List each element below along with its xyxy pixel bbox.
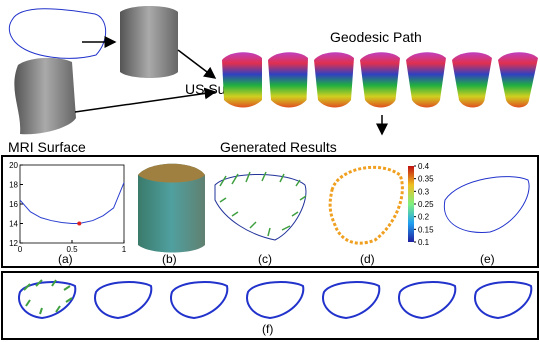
contour-c — [215, 174, 306, 240]
geodesic-shape — [452, 52, 492, 107]
contour-f — [399, 282, 455, 318]
geodesic-shape — [268, 52, 308, 107]
results-f — [19, 280, 531, 318]
contour-f — [475, 282, 531, 318]
colorbar-tick-label: 0.35 — [418, 175, 434, 184]
contour-d — [330, 167, 402, 243]
panel-label: (e) — [480, 252, 495, 266]
colorbar-tick-label: 0.15 — [418, 225, 434, 234]
contour-f — [95, 282, 151, 318]
panel-box — [2, 156, 538, 267]
geodesic-shape — [314, 52, 354, 107]
mri-surface — [14, 58, 76, 134]
geodesic-shape — [498, 52, 538, 107]
colorbar-tick-label: 0.25 — [418, 200, 434, 209]
geodesic-shape — [222, 52, 262, 107]
colorbar — [408, 166, 414, 242]
geodesic-shape — [360, 52, 400, 107]
colorbar-tick-label: 0.4 — [418, 162, 430, 171]
us-surface — [120, 6, 178, 78]
geodesic-path-shapes — [222, 52, 538, 107]
colorbar-tick-label: 0.1 — [418, 238, 430, 247]
figure: US Surface MRI Surface Geodesic Path Gen… — [0, 0, 540, 342]
panel-label: (c) — [258, 252, 272, 266]
label: Geodesic Path — [330, 29, 422, 45]
x-tick-label: 0 — [18, 245, 23, 254]
colorbar-tick-label: 0.2 — [418, 213, 430, 222]
arrow — [178, 50, 215, 78]
x-tick-label: 1 — [122, 245, 127, 254]
plot-frame — [20, 165, 124, 243]
y-tick-label: 20 — [9, 161, 18, 170]
panel-label: (d) — [360, 252, 375, 266]
label: Generated Results — [220, 139, 337, 155]
page: US Surface MRI Surface Geodesic Path Gen… — [0, 0, 540, 342]
vectors-c — [220, 172, 306, 236]
geodesic-shape — [406, 52, 446, 107]
contour-f — [323, 282, 379, 318]
colorbar-ticks: 0.1 0.15 0.2 0.25 0.3 0.35 0.4 — [414, 162, 434, 247]
contour-f — [171, 282, 227, 318]
y-tick-label: 14 — [9, 220, 18, 229]
contour-f — [247, 282, 303, 318]
panel-label: (b) — [162, 252, 177, 266]
y-tick-label: 16 — [9, 200, 18, 209]
contour-e — [444, 177, 529, 233]
y-tick-label: 18 — [9, 181, 18, 190]
highlight-point — [77, 222, 81, 226]
label: MRI Surface — [8, 139, 86, 155]
panel-label: (f) — [262, 322, 273, 336]
arrow — [75, 92, 215, 112]
panel-label: (a) — [58, 252, 73, 266]
us-contour — [9, 9, 105, 59]
line — [20, 183, 124, 224]
colorbar-tick-label: 0.3 — [418, 187, 430, 196]
